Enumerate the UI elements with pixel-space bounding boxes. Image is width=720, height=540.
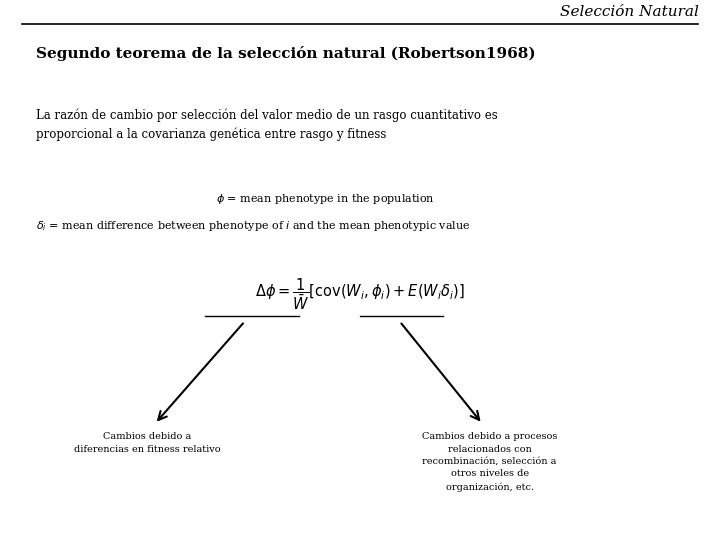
Text: $\phi$ = mean phenotype in the population: $\phi$ = mean phenotype in the populatio… (216, 192, 435, 206)
Text: Cambios debido a procesos
relacionados con
recombinación, selección a
otros nive: Cambios debido a procesos relacionados c… (422, 432, 557, 492)
Text: $\delta_i$ = mean difference between phenotype of $i$ and the mean phenotypic va: $\delta_i$ = mean difference between phe… (36, 219, 470, 233)
Text: Segundo teorema de la selección natural (Robertson1968): Segundo teorema de la selección natural … (36, 46, 536, 61)
Text: $\Delta\phi = \dfrac{1}{\bar{W}} \left[\mathrm{cov}(W_i, \phi_i) + E(W_i\delta_i: $\Delta\phi = \dfrac{1}{\bar{W}} \left[\… (255, 276, 465, 312)
Text: Cambios debido a
diferencias en fitness relativo: Cambios debido a diferencias en fitness … (74, 432, 221, 454)
Text: La razón de cambio por selección del valor medio de un rasgo cuantitativo es
pro: La razón de cambio por selección del val… (36, 108, 498, 141)
Text: Selección Natural: Selección Natural (559, 5, 698, 19)
